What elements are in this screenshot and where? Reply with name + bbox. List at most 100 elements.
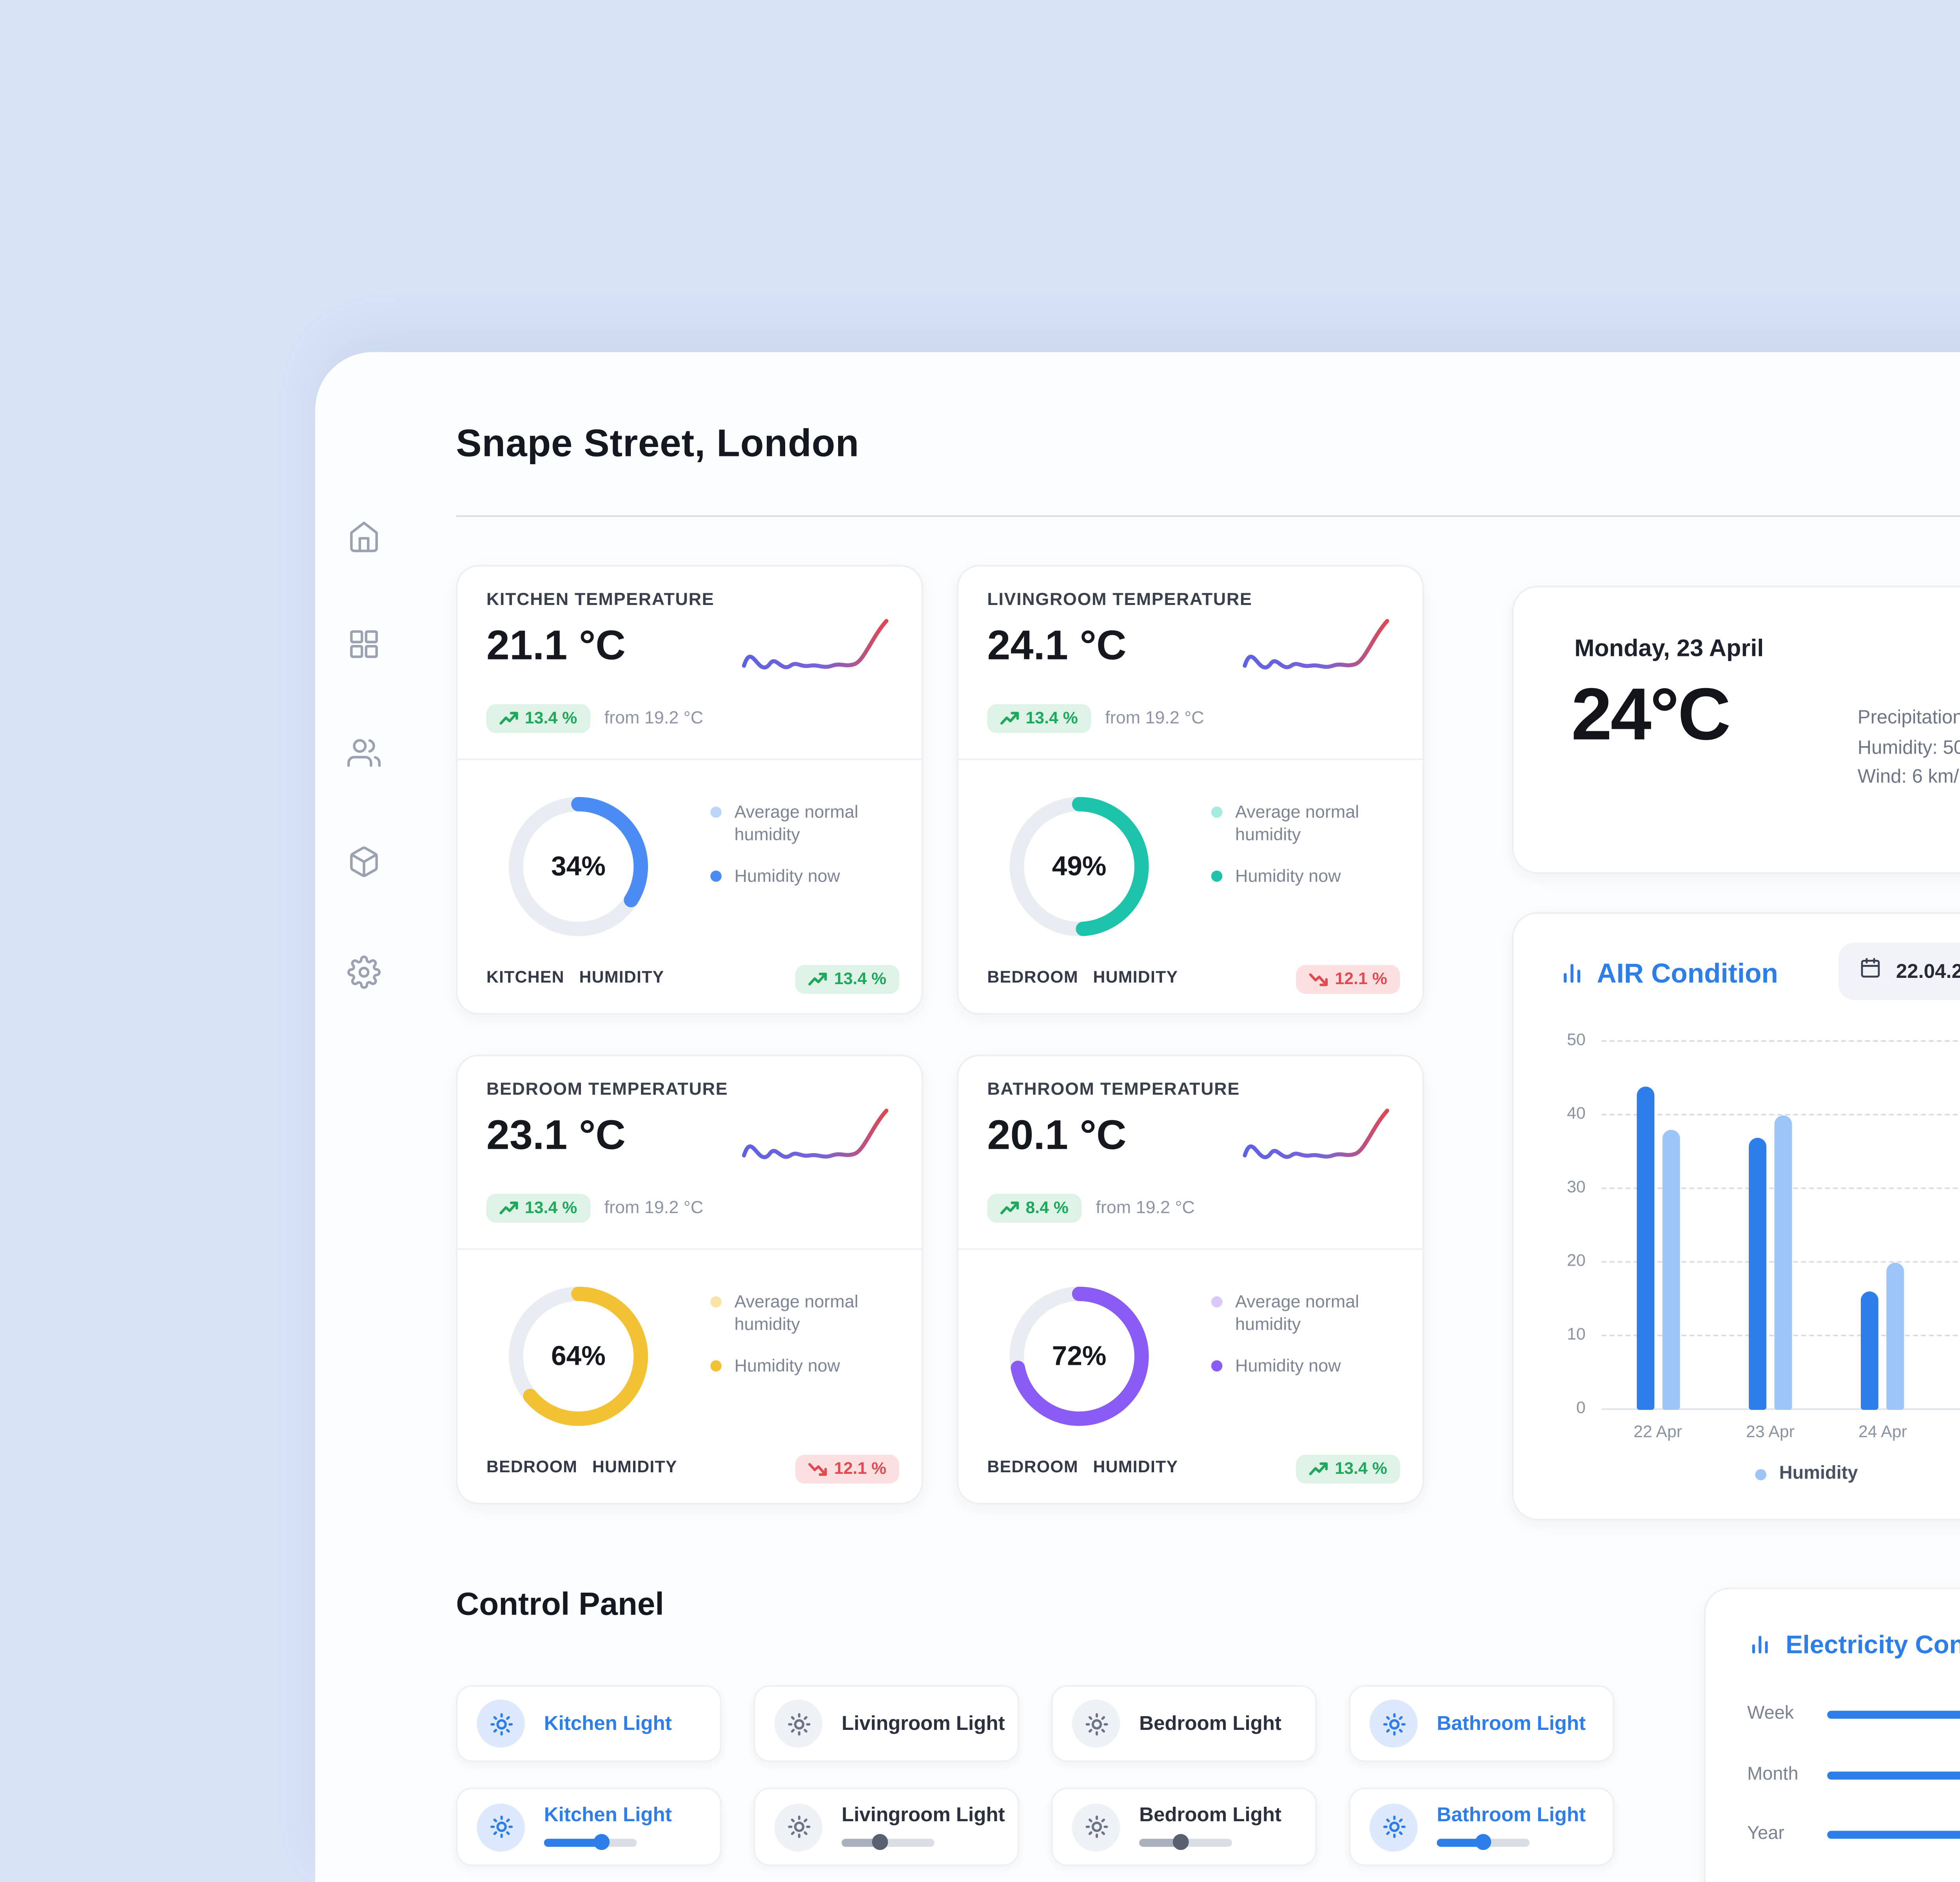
light-button-label: Bathroom Light <box>1437 1712 1586 1735</box>
temperature-sparkline-chart <box>742 1108 889 1159</box>
sidebar-item-home[interactable] <box>347 520 383 556</box>
humidity-gauge: 34% <box>503 790 655 943</box>
light-button-label: Bedroom Light <box>1139 1712 1281 1735</box>
legend-dot-average <box>710 1296 722 1308</box>
trend-up-icon <box>1309 1462 1328 1475</box>
change-badge: 13.4 % <box>486 704 590 733</box>
air-condition-card: AIR Condition 22.04.22 / 28.04.22 Weekly… <box>1512 912 1960 1520</box>
humidity-percent: 64% <box>551 1340 606 1371</box>
consumption-row-week: Week 200Wh <box>1706 1701 1960 1727</box>
brightness-slider[interactable] <box>1139 1834 1232 1850</box>
consumption-progress-bar <box>1827 1831 1960 1839</box>
temperature-value: 23.1 °C <box>486 1110 626 1159</box>
humidity-label: BEDROOM HUMIDITY <box>987 1458 1178 1477</box>
light-button-label: Livingroom Light <box>841 1712 1005 1735</box>
weather-details: Precipitation: 2% Humidity: 50% Wind: 6 … <box>1858 703 1960 792</box>
trend-down-icon <box>1309 973 1328 986</box>
sidebar-item-devices[interactable] <box>347 845 383 880</box>
air-chart-plot: 0 10 20 30 40 50 <box>1567 1031 1960 1418</box>
slider-knob[interactable] <box>1173 1834 1189 1850</box>
legend-item: Humidity <box>1755 1464 1858 1484</box>
light-button-label: Bedroom Light <box>1139 1803 1281 1826</box>
light-dimmer-bedroom[interactable]: Bedroom Light <box>1051 1788 1317 1866</box>
humidity-change-badge: 12.1 % <box>795 1455 899 1484</box>
sun-light-icon <box>1072 1802 1120 1851</box>
x-axis-label: 25 Apr <box>1939 1423 1960 1442</box>
change-badge: 8.4 % <box>987 1194 1082 1223</box>
card-section-divider <box>958 1248 1423 1250</box>
humidity-percent: 49% <box>1052 850 1107 881</box>
legend-dot-now <box>710 870 722 882</box>
legend-dot-average <box>710 807 722 818</box>
legend-dot-now <box>1211 1360 1223 1372</box>
change-badge: 13.4 % <box>486 1194 590 1223</box>
weather-precipitation: Precipitation: 2% <box>1857 705 1960 728</box>
legend-dot-now <box>710 1360 722 1372</box>
humidity-change-badge: 13.4 % <box>795 965 899 994</box>
temperature-sparkline-chart <box>742 619 889 670</box>
x-axis-label: 24 Apr <box>1858 1422 1907 1442</box>
bar-temperature <box>1861 1292 1879 1410</box>
sidebar-item-dashboard[interactable] <box>347 627 383 663</box>
sun-light-icon <box>1072 1699 1120 1748</box>
bar-humidity <box>1887 1263 1904 1410</box>
card-title: KITCHEN TEMPERATURE <box>486 590 715 610</box>
temperature-value: 24.1 °C <box>987 621 1127 669</box>
slider-knob[interactable] <box>1475 1834 1492 1850</box>
legend-dot-average <box>1211 807 1223 818</box>
bar-chart-icon <box>1747 1631 1773 1664</box>
users-icon <box>347 736 383 770</box>
light-button-livingroom[interactable]: Livingroom Light <box>753 1685 1019 1762</box>
card-section-divider <box>958 758 1423 760</box>
slider-knob[interactable] <box>593 1834 610 1850</box>
light-button-bathroom[interactable]: Bathroom Light <box>1348 1685 1615 1762</box>
humidity-percent: 72% <box>1052 1340 1107 1371</box>
light-button-label: Bathroom Light <box>1437 1803 1586 1826</box>
slider-knob[interactable] <box>872 1834 889 1850</box>
sun-light-icon <box>774 1802 822 1851</box>
temperature-value: 20.1 °C <box>987 1110 1127 1159</box>
calendar-icon <box>1859 956 1882 987</box>
weather-date: Monday, 23 April <box>1574 635 1764 663</box>
bar-group <box>1636 1042 1680 1410</box>
baseline-temperature: from 19.2 °C <box>1096 1199 1195 1218</box>
humidity-change-badge: 12.1 % <box>1296 965 1400 994</box>
home-icon <box>347 520 383 554</box>
sun-light-icon <box>774 1699 822 1748</box>
date-range-picker[interactable]: 22.04.22 / 28.04.22 <box>1838 943 1960 1001</box>
gear-icon <box>347 956 383 989</box>
page-title: Snape Street, London <box>456 422 859 466</box>
light-dimmer-bathroom[interactable]: Bathroom Light <box>1348 1788 1615 1866</box>
x-axis-label: 23 Apr <box>1746 1422 1795 1442</box>
light-button-kitchen[interactable]: Kitchen Light <box>456 1685 722 1762</box>
baseline-temperature: from 19.2 °C <box>1105 709 1204 728</box>
bar-humidity <box>1662 1130 1680 1410</box>
temperature-sparkline-chart <box>1243 1108 1389 1159</box>
humidity-gauge: 49% <box>1003 790 1155 943</box>
humidity-legend: Average normal humidity Humidity now <box>1211 1292 1406 1378</box>
air-condition-title: AIR Condition <box>1597 958 1778 989</box>
legend-dot-average <box>1211 1296 1223 1308</box>
air-chart-legend: HumidityTemperature <box>1514 1464 1960 1484</box>
temperature-value: 21.1 °C <box>486 621 626 669</box>
humidity-gauge: 72% <box>1003 1280 1155 1432</box>
light-button-label: Livingroom Light <box>841 1803 1005 1826</box>
humidity-legend: Average normal humidity Humidity now <box>710 1292 906 1378</box>
light-dimmer-livingroom[interactable]: Livingroom Light <box>753 1788 1019 1866</box>
weather-temperature: 24°C <box>1571 672 1731 756</box>
sun-light-icon <box>1369 1802 1418 1851</box>
brightness-slider[interactable] <box>544 1834 637 1850</box>
brightness-slider[interactable] <box>1437 1834 1530 1850</box>
bar-group <box>1748 1042 1792 1410</box>
sidebar-item-settings[interactable] <box>347 956 383 991</box>
humidity-label: KITCHEN HUMIDITY <box>486 968 664 988</box>
brightness-slider[interactable] <box>841 1834 935 1850</box>
temperature-card-kitchen: KITCHEN TEMPERATURE 21.1 °C 13.4 % from … <box>456 565 924 1015</box>
light-button-bedroom[interactable]: Bedroom Light <box>1051 1685 1317 1762</box>
consumption-row-month: Month 34.5KWh <box>1706 1762 1960 1788</box>
weather-wind: Wind: 6 km/h <box>1857 765 1960 788</box>
light-dimmer-kitchen[interactable]: Kitchen Light <box>456 1788 722 1866</box>
sidebar-item-users[interactable] <box>347 736 383 772</box>
trend-up-icon <box>1000 1201 1019 1215</box>
